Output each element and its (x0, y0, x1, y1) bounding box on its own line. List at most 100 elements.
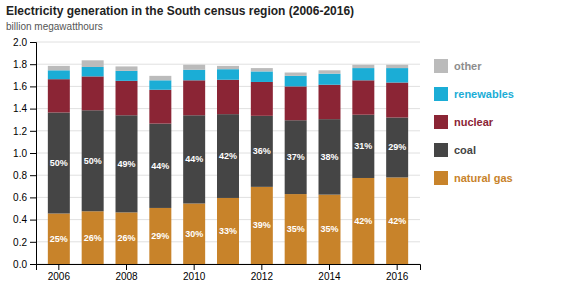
legend-item: natural gas (434, 171, 513, 185)
y-tick: 1.4 (13, 103, 36, 114)
segment-label: 35% (287, 224, 305, 234)
bar (251, 187, 273, 264)
bar (285, 194, 307, 264)
bar (386, 65, 408, 68)
bar (352, 178, 374, 264)
bar (217, 66, 239, 69)
x-tick-label: 2010 (183, 271, 206, 282)
bar (82, 60, 104, 67)
y-tick: 0.0 (13, 259, 36, 270)
bar (386, 83, 408, 118)
segment-label: 38% (320, 152, 338, 162)
y-tick-label: 0.2 (13, 237, 27, 248)
x-tick-mark (126, 264, 127, 270)
y-tick: 1.2 (13, 126, 36, 137)
segment-label: 29% (388, 142, 406, 152)
segment-label: 35% (320, 224, 338, 234)
y-tick-label: 1.0 (13, 148, 27, 159)
bar (149, 90, 171, 124)
y-tick-label: 0.8 (13, 170, 27, 181)
legend-swatch (434, 87, 448, 101)
y-tick-mark (30, 220, 36, 221)
chart-svg: 25%26%26%29%30%33%39%35%35%42%42%50%50%4… (0, 0, 576, 288)
legend-label: natural gas (454, 172, 513, 184)
bar (319, 85, 341, 119)
bar (183, 80, 205, 115)
grid (36, 42, 420, 264)
subtitle: billion megawatthours (6, 21, 103, 32)
y-tick: 0.6 (13, 192, 36, 203)
legend-item: other (434, 59, 482, 73)
x-tick-mark (397, 264, 398, 270)
x-tick-mark (329, 264, 330, 270)
y-tick-mark (30, 64, 36, 65)
y-tick-label: 1.8 (13, 59, 27, 70)
bar (149, 124, 171, 208)
bar (82, 76, 104, 110)
bar (285, 120, 307, 194)
bar (285, 86, 307, 120)
bar (352, 68, 374, 80)
bar (319, 74, 341, 85)
bar (48, 213, 70, 264)
segment-label: 36% (253, 146, 271, 156)
bar (251, 82, 273, 116)
y-tick-mark (30, 153, 36, 154)
title: Electricity generation in the South cens… (6, 4, 354, 18)
y-tick-label: 1.4 (13, 103, 27, 114)
bar (183, 204, 205, 264)
legend-swatch (434, 171, 448, 185)
x-tick-mark (194, 264, 195, 270)
bar (352, 65, 374, 68)
bar (251, 71, 273, 82)
segment-label: 26% (84, 233, 102, 243)
segment-label: 50% (50, 158, 68, 168)
x-tick: 2016 (386, 264, 409, 282)
segment-label: 30% (185, 229, 203, 239)
y-tick-label: 0.6 (13, 192, 27, 203)
segment-label: 42% (354, 216, 372, 226)
segment-label: 33% (219, 226, 237, 236)
legend-swatch (434, 59, 448, 73)
y-tick-mark (30, 109, 36, 110)
segment-label: 26% (117, 233, 135, 243)
y-tick: 0.4 (13, 214, 36, 225)
x-tick: 2008 (115, 264, 138, 282)
bar (116, 71, 138, 81)
segment-label: 31% (354, 141, 372, 151)
bar (183, 115, 205, 203)
y-tick-mark (30, 42, 36, 43)
bar (149, 76, 171, 80)
y-tick-label: 1.6 (13, 81, 27, 92)
segment-label: 42% (388, 216, 406, 226)
segment-label: 29% (151, 231, 169, 241)
segment-label: 44% (185, 154, 203, 164)
x-axis-line (37, 265, 421, 271)
x-tick-label: 2012 (251, 271, 274, 282)
bar (82, 110, 104, 211)
x-tick-label: 2006 (48, 271, 71, 282)
y-tick-label: 2.0 (13, 37, 27, 48)
y-tick: 0.2 (13, 237, 36, 248)
segment-label: 49% (117, 159, 135, 169)
bar (386, 177, 408, 264)
legend-label: coal (454, 144, 476, 156)
bar (82, 211, 104, 264)
bar (319, 195, 341, 264)
legend-label: nuclear (454, 116, 494, 128)
bar (116, 212, 138, 264)
y-axis-line (30, 43, 37, 265)
x-tick-mark (58, 264, 59, 270)
x-tick-label: 2016 (386, 271, 409, 282)
y-tick-mark (30, 264, 36, 265)
bar (251, 68, 273, 71)
legend: otherrenewablesnuclearcoalnatural gas (434, 59, 514, 185)
legend-swatch (434, 143, 448, 157)
chart-container: 25%26%26%29%30%33%39%35%35%42%42%50%50%4… (0, 0, 576, 288)
bar (116, 81, 138, 115)
x-tick: 2006 (48, 264, 71, 282)
series-bars (48, 67, 408, 90)
x-axis: 200620082010201220142016 (37, 264, 421, 282)
bar (149, 208, 171, 264)
x-tick: 2010 (183, 264, 206, 282)
